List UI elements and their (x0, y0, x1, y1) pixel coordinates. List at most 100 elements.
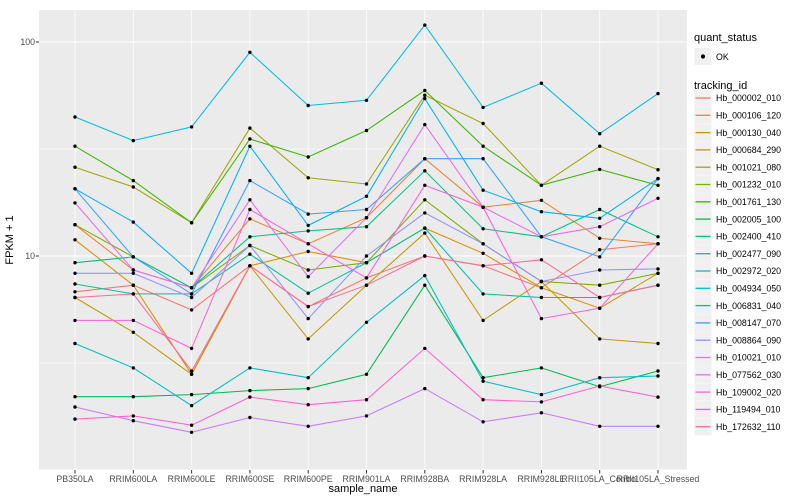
data-point (73, 187, 77, 191)
data-point (306, 268, 310, 272)
data-point (306, 103, 310, 108)
x-tick-label-RRII105LA_Control: RRII105LA_Control (562, 474, 638, 484)
data-point (656, 242, 660, 246)
data-point (189, 308, 194, 312)
data-point (598, 132, 602, 136)
legend-tracking-id-title: tracking_id (694, 80, 747, 92)
chart-layer: PB350LA RRIM600LA RRIM600LE RRIM600SE RRIM60… (35, 10, 699, 484)
data-point (656, 374, 660, 378)
y-tick-label-100: 100 (20, 37, 35, 47)
legend-entry: Hb_008864_090 (694, 331, 781, 349)
data-point (306, 275, 310, 279)
legend-label: Hb_000106_120 (716, 111, 781, 121)
legend-label: Hb_119494_010 (716, 405, 781, 415)
data-point (481, 144, 485, 148)
data-point (539, 198, 544, 202)
legend-entry: Hb_002005_100 (694, 210, 781, 228)
data-point (539, 210, 544, 214)
legend-entry: Hb_000130_040 (694, 124, 781, 142)
legend-label: Hb_008147_070 (716, 318, 781, 328)
data-point (306, 242, 310, 246)
data-point (248, 217, 252, 221)
data-point (306, 376, 310, 380)
data-point (598, 236, 602, 240)
data-point (423, 122, 427, 127)
legend-label: Hb_000130_040 (716, 128, 781, 138)
data-point (248, 395, 252, 399)
legend-entry: Hb_002477_090 (694, 245, 781, 263)
data-point (423, 198, 427, 202)
data-point (481, 420, 485, 424)
data-point (656, 235, 660, 239)
data-point (131, 255, 135, 259)
data-point (73, 223, 77, 227)
data-point (73, 238, 77, 242)
data-point (423, 254, 427, 258)
data-point (189, 292, 194, 296)
legend-entry: Hb_172632_110 (694, 418, 781, 436)
data-point (364, 207, 369, 212)
data-point (539, 286, 544, 290)
data-point (73, 115, 77, 119)
data-point (539, 366, 544, 370)
data-point (73, 295, 77, 300)
data-point (248, 415, 252, 420)
legend-quant-status-title: quant_status (694, 32, 757, 44)
data-point (423, 231, 427, 235)
x-axis-title: sample_name (328, 483, 397, 495)
x-tick-label-RRIM901LA: RRIM901LA (343, 474, 391, 484)
data-point (539, 279, 544, 284)
data-point (423, 346, 427, 351)
data-point (364, 320, 369, 324)
data-point (131, 366, 135, 370)
data-point (423, 226, 427, 230)
data-point (423, 211, 427, 215)
legend-entry: Hb_000684_290 (694, 141, 781, 159)
data-point (73, 201, 77, 205)
data-point (539, 235, 544, 239)
data-point (423, 386, 427, 391)
data-point (598, 255, 602, 259)
data-point (481, 264, 485, 268)
data-point (131, 330, 135, 334)
legend-entry: Hb_002972_020 (694, 262, 781, 280)
data-point (73, 165, 77, 169)
data-point (306, 316, 310, 321)
legend-label: Hb_002005_100 (716, 214, 781, 224)
data-point (248, 235, 252, 239)
data-point (481, 376, 485, 380)
data-point (131, 220, 135, 224)
data-point (656, 267, 660, 271)
data-point (73, 318, 77, 323)
data-point (598, 283, 602, 287)
legend-entry: Hb_001232_010 (694, 176, 781, 193)
data-point (248, 144, 252, 148)
legend-entry: Hb_001761_130 (694, 193, 781, 211)
data-point (598, 376, 602, 380)
legend-label: Hb_077562_030 (716, 370, 781, 380)
data-point (306, 386, 310, 391)
data-point (306, 155, 310, 159)
data-point (656, 91, 660, 96)
y-axis-title: FPKM + 1 (4, 215, 16, 264)
plot-panel (39, 10, 687, 470)
data-point (364, 254, 369, 258)
data-point (481, 251, 485, 255)
data-point (189, 271, 194, 275)
data-point (248, 178, 252, 183)
data-point (656, 341, 660, 346)
data-point (131, 395, 135, 399)
data-point (364, 261, 369, 265)
data-point (306, 212, 310, 216)
data-point (598, 167, 602, 172)
legend-entry: Hb_001021_080 (694, 158, 781, 176)
data-point (481, 318, 485, 323)
data-point (131, 318, 135, 323)
data-point (73, 405, 77, 409)
data-point (481, 242, 485, 246)
x-tick-label-PB350LA: PB350LA (56, 474, 93, 484)
data-point (364, 414, 369, 418)
data-point (131, 283, 135, 287)
legend-label: Hb_001021_080 (716, 162, 781, 172)
data-point (481, 121, 485, 126)
